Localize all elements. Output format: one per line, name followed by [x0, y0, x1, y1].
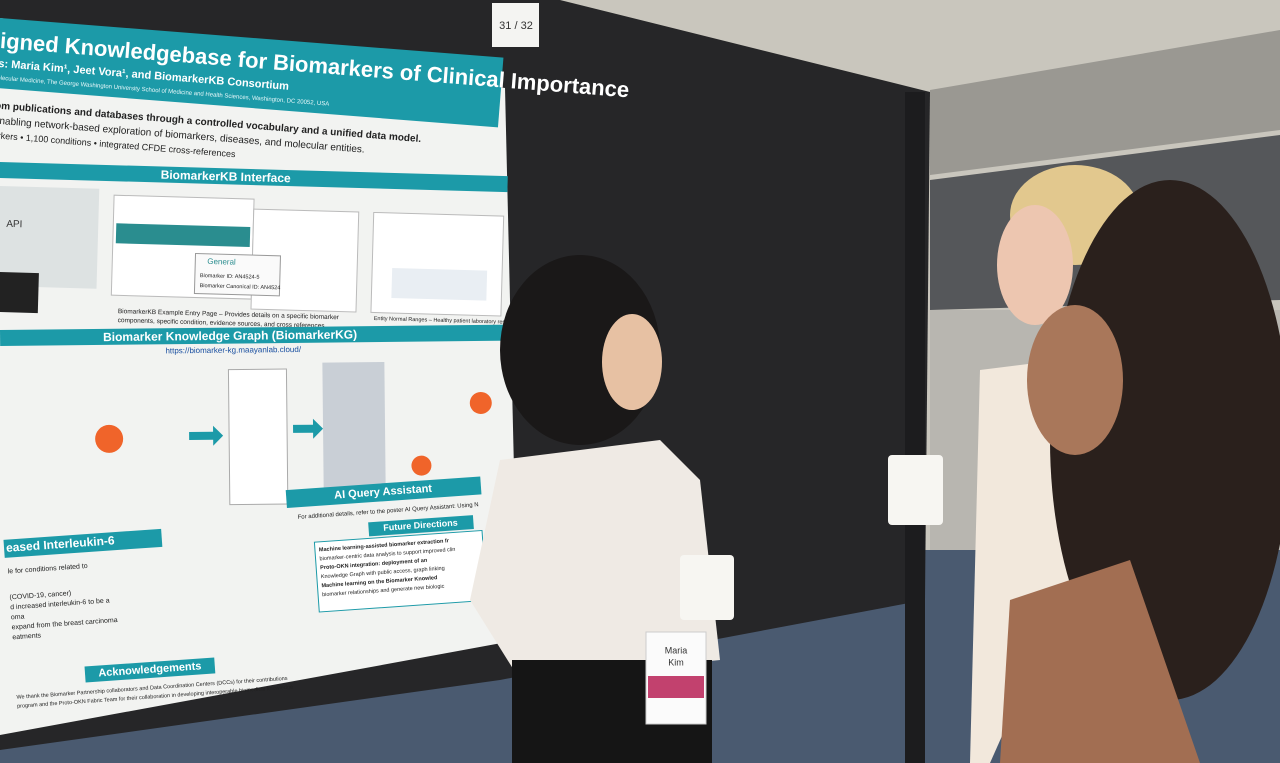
shirt: [470, 440, 720, 680]
badge-ribbon: [648, 676, 704, 698]
graph-node: [95, 424, 124, 453]
section-bar: [0, 324, 511, 346]
coffee-cup: [680, 555, 734, 620]
screenshot-table: [115, 223, 251, 248]
shoulder: [1000, 560, 1200, 763]
arrow: [189, 425, 224, 446]
board-leg: [905, 92, 925, 763]
graph-node: [411, 455, 432, 476]
section-bar: [84, 657, 216, 683]
api-label: API: [6, 219, 22, 230]
section-bar: [368, 515, 474, 537]
coffee-cup: [888, 455, 943, 525]
box-plot: [391, 267, 488, 301]
general-card: [193, 252, 282, 297]
list-panel: [227, 368, 289, 506]
il6-line: (COVID-19, cancer): [9, 590, 71, 601]
badge-first: Maria: [665, 645, 688, 655]
lower-sections: AI Query Assistant For additional detail…: [3, 476, 488, 710]
sign-text: 31 / 32: [499, 20, 533, 32]
general-title: General: [207, 257, 236, 267]
graph-url: https://biomarker-kg.maayanlab.cloud/: [165, 345, 301, 355]
section-bar: [285, 476, 482, 509]
title-bar: [0, 18, 504, 128]
section-bar: [3, 528, 163, 558]
screenshot: [0, 185, 100, 289]
interface-section: BiomarkerKB Interface API General Biomar…: [0, 162, 512, 330]
il6-line: oma: [11, 613, 25, 621]
query-panel: [322, 361, 386, 498]
arrow: [293, 418, 324, 439]
general-id: Biomarker ID: AN4524-5: [200, 273, 260, 281]
general-canonical: Biomarker Canonical ID: AN4524: [200, 283, 281, 291]
face: [602, 314, 662, 410]
graph-section: Biomarker Knowledge Graph (BiomarkerKG) …: [0, 324, 511, 506]
face: [997, 205, 1073, 325]
ceiling-beam: [930, 30, 1280, 175]
section-heading: BiomarkerKB Interface: [160, 168, 291, 186]
qr-code: [0, 271, 39, 314]
face: [1027, 305, 1123, 455]
il6-line: eatments: [12, 632, 42, 641]
section-bar: [0, 162, 508, 193]
ranges-caption: Entity Normal Ranges – Healthy patient l…: [374, 316, 512, 326]
sign: [492, 3, 539, 47]
badge-last: Kim: [668, 657, 684, 667]
graph-node: [469, 391, 492, 414]
section-heading: Biomarker Knowledge Graph (BiomarkerKG): [103, 327, 357, 344]
